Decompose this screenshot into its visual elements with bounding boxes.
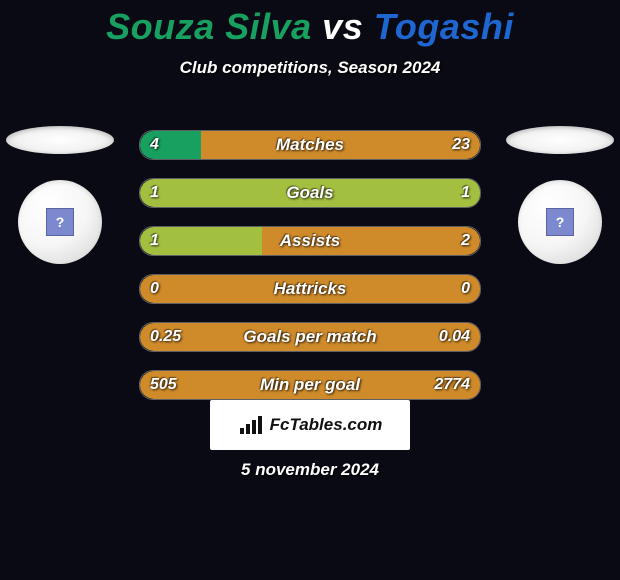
avatar-right bbox=[518, 180, 602, 264]
stat-row: 00Hattricks bbox=[139, 274, 481, 304]
title-player-right: Togashi bbox=[374, 6, 514, 47]
stat-row: 0.250.04Goals per match bbox=[139, 322, 481, 352]
avatar-placeholder-icon bbox=[546, 208, 574, 236]
fctables-badge-label: FcTables.com bbox=[270, 415, 383, 435]
stat-row: 423Matches bbox=[139, 130, 481, 160]
flag-oval-right bbox=[506, 126, 614, 154]
stat-label: Goals per match bbox=[140, 323, 480, 351]
player-left-column bbox=[0, 126, 120, 264]
footer-date: 5 november 2024 bbox=[0, 460, 620, 480]
stat-row: 12Assists bbox=[139, 226, 481, 256]
stat-row: 11Goals bbox=[139, 178, 481, 208]
fctables-badge[interactable]: FcTables.com bbox=[210, 400, 410, 450]
stat-row: 5052774Min per goal bbox=[139, 370, 481, 400]
subtitle: Club competitions, Season 2024 bbox=[0, 58, 620, 78]
player-right-column bbox=[500, 126, 620, 264]
stat-label: Min per goal bbox=[140, 371, 480, 399]
bars-icon bbox=[238, 414, 264, 436]
stat-label: Goals bbox=[140, 179, 480, 207]
stat-label: Matches bbox=[140, 131, 480, 159]
page-title: Souza Silva vs Togashi bbox=[0, 6, 620, 48]
avatar-left bbox=[18, 180, 102, 264]
title-vs: vs bbox=[312, 6, 374, 47]
comparison-rows: 423Matches 11Goals 12Assists 00Hattricks 0.2… bbox=[139, 130, 481, 418]
flag-oval-left bbox=[6, 126, 114, 154]
stat-label: Hattricks bbox=[140, 275, 480, 303]
title-player-left: Souza Silva bbox=[106, 6, 312, 47]
stat-label: Assists bbox=[140, 227, 480, 255]
avatar-placeholder-icon bbox=[46, 208, 74, 236]
